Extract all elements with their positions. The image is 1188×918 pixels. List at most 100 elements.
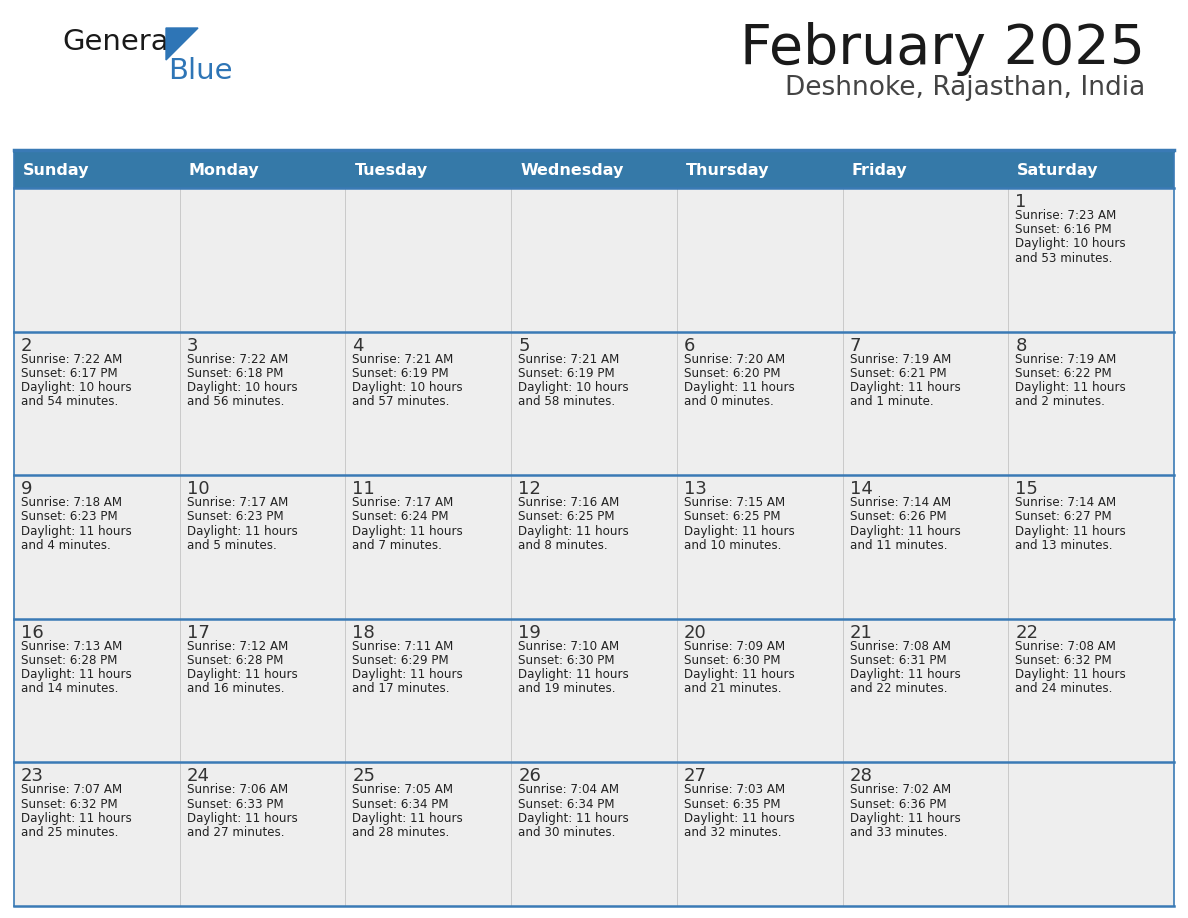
Text: Daylight: 11 hours: Daylight: 11 hours — [187, 668, 297, 681]
Text: Sunset: 6:32 PM: Sunset: 6:32 PM — [1016, 654, 1112, 667]
Text: Sunrise: 7:17 AM: Sunrise: 7:17 AM — [353, 497, 454, 509]
Text: and 7 minutes.: and 7 minutes. — [353, 539, 442, 552]
Text: Daylight: 11 hours: Daylight: 11 hours — [518, 668, 628, 681]
Text: Sunset: 6:17 PM: Sunset: 6:17 PM — [21, 367, 118, 380]
Text: Sunrise: 7:02 AM: Sunrise: 7:02 AM — [849, 783, 950, 797]
Text: and 4 minutes.: and 4 minutes. — [21, 539, 110, 552]
Text: and 33 minutes.: and 33 minutes. — [849, 826, 947, 839]
Bar — [179, 188, 346, 331]
Text: and 27 minutes.: and 27 minutes. — [187, 826, 284, 839]
Text: Sunrise: 7:17 AM: Sunrise: 7:17 AM — [187, 497, 287, 509]
Text: Sunset: 6:19 PM: Sunset: 6:19 PM — [353, 367, 449, 380]
Bar — [511, 188, 677, 331]
Text: Sunrise: 7:07 AM: Sunrise: 7:07 AM — [21, 783, 122, 797]
Text: Daylight: 11 hours: Daylight: 11 hours — [353, 524, 463, 538]
Text: 21: 21 — [849, 624, 872, 642]
Text: 27: 27 — [684, 767, 707, 786]
Text: Daylight: 10 hours: Daylight: 10 hours — [1016, 238, 1126, 251]
Text: Deshnoke, Rajasthan, India: Deshnoke, Rajasthan, India — [785, 75, 1145, 101]
Text: Daylight: 11 hours: Daylight: 11 hours — [849, 812, 960, 824]
Bar — [179, 763, 346, 906]
Text: and 14 minutes.: and 14 minutes. — [21, 682, 119, 696]
Text: 14: 14 — [849, 480, 872, 498]
Text: Sunrise: 7:20 AM: Sunrise: 7:20 AM — [684, 353, 785, 365]
Text: Sunrise: 7:19 AM: Sunrise: 7:19 AM — [1016, 353, 1117, 365]
Text: Daylight: 11 hours: Daylight: 11 hours — [353, 668, 463, 681]
Bar — [1009, 619, 1174, 763]
Text: Sunrise: 7:03 AM: Sunrise: 7:03 AM — [684, 783, 785, 797]
Bar — [14, 476, 179, 619]
Text: 17: 17 — [187, 624, 209, 642]
Text: and 17 minutes.: and 17 minutes. — [353, 682, 450, 696]
Text: 25: 25 — [353, 767, 375, 786]
Text: Daylight: 11 hours: Daylight: 11 hours — [187, 524, 297, 538]
Text: Sunset: 6:32 PM: Sunset: 6:32 PM — [21, 798, 118, 811]
Bar — [842, 476, 1009, 619]
Text: Sunrise: 7:22 AM: Sunrise: 7:22 AM — [187, 353, 287, 365]
Text: Daylight: 11 hours: Daylight: 11 hours — [21, 668, 132, 681]
Text: Sunday: Sunday — [23, 162, 89, 177]
Polygon shape — [166, 28, 198, 60]
Text: Thursday: Thursday — [685, 162, 770, 177]
Bar — [511, 619, 677, 763]
Bar — [677, 188, 842, 331]
Text: Sunrise: 7:09 AM: Sunrise: 7:09 AM — [684, 640, 785, 653]
Text: 8: 8 — [1016, 337, 1026, 354]
Text: and 28 minutes.: and 28 minutes. — [353, 826, 450, 839]
Bar — [511, 476, 677, 619]
Text: and 24 minutes.: and 24 minutes. — [1016, 682, 1113, 696]
Text: Daylight: 11 hours: Daylight: 11 hours — [684, 381, 795, 394]
Text: 9: 9 — [21, 480, 32, 498]
Text: Sunset: 6:18 PM: Sunset: 6:18 PM — [187, 367, 283, 380]
Bar — [842, 763, 1009, 906]
Text: and 5 minutes.: and 5 minutes. — [187, 539, 277, 552]
Text: Daylight: 11 hours: Daylight: 11 hours — [518, 812, 628, 824]
Bar — [14, 152, 1174, 188]
Text: Tuesday: Tuesday — [354, 162, 428, 177]
Text: and 32 minutes.: and 32 minutes. — [684, 826, 782, 839]
Text: 11: 11 — [353, 480, 375, 498]
Text: Daylight: 11 hours: Daylight: 11 hours — [1016, 381, 1126, 394]
Bar — [842, 331, 1009, 476]
Text: 7: 7 — [849, 337, 861, 354]
Text: Sunrise: 7:13 AM: Sunrise: 7:13 AM — [21, 640, 122, 653]
Bar — [677, 619, 842, 763]
Text: and 1 minute.: and 1 minute. — [849, 396, 934, 409]
Text: Sunrise: 7:15 AM: Sunrise: 7:15 AM — [684, 497, 785, 509]
Text: Sunset: 6:23 PM: Sunset: 6:23 PM — [21, 510, 118, 523]
Text: Sunset: 6:25 PM: Sunset: 6:25 PM — [518, 510, 614, 523]
Text: and 53 minutes.: and 53 minutes. — [1016, 252, 1113, 264]
Text: Sunset: 6:33 PM: Sunset: 6:33 PM — [187, 798, 284, 811]
Text: February 2025: February 2025 — [740, 22, 1145, 76]
Text: Sunset: 6:24 PM: Sunset: 6:24 PM — [353, 510, 449, 523]
Text: and 11 minutes.: and 11 minutes. — [849, 539, 947, 552]
Bar — [842, 188, 1009, 331]
Text: Sunrise: 7:06 AM: Sunrise: 7:06 AM — [187, 783, 287, 797]
Text: 16: 16 — [21, 624, 44, 642]
Text: 26: 26 — [518, 767, 541, 786]
Bar — [179, 476, 346, 619]
Text: 12: 12 — [518, 480, 541, 498]
Text: and 22 minutes.: and 22 minutes. — [849, 682, 947, 696]
Text: Daylight: 11 hours: Daylight: 11 hours — [1016, 668, 1126, 681]
Text: Sunrise: 7:04 AM: Sunrise: 7:04 AM — [518, 783, 619, 797]
Text: and 56 minutes.: and 56 minutes. — [187, 396, 284, 409]
Text: 23: 23 — [21, 767, 44, 786]
Text: Daylight: 11 hours: Daylight: 11 hours — [21, 524, 132, 538]
Text: Daylight: 10 hours: Daylight: 10 hours — [353, 381, 463, 394]
Text: and 16 minutes.: and 16 minutes. — [187, 682, 284, 696]
Bar — [1009, 476, 1174, 619]
Text: Sunset: 6:27 PM: Sunset: 6:27 PM — [1016, 510, 1112, 523]
Text: Sunset: 6:31 PM: Sunset: 6:31 PM — [849, 654, 946, 667]
Text: and 58 minutes.: and 58 minutes. — [518, 396, 615, 409]
Text: Daylight: 11 hours: Daylight: 11 hours — [849, 668, 960, 681]
Bar — [346, 763, 511, 906]
Text: 1: 1 — [1016, 193, 1026, 211]
Bar — [14, 188, 179, 331]
Bar — [677, 476, 842, 619]
Text: Sunrise: 7:05 AM: Sunrise: 7:05 AM — [353, 783, 454, 797]
Bar — [1009, 763, 1174, 906]
Text: 24: 24 — [187, 767, 210, 786]
Bar — [842, 619, 1009, 763]
Text: Sunset: 6:34 PM: Sunset: 6:34 PM — [353, 798, 449, 811]
